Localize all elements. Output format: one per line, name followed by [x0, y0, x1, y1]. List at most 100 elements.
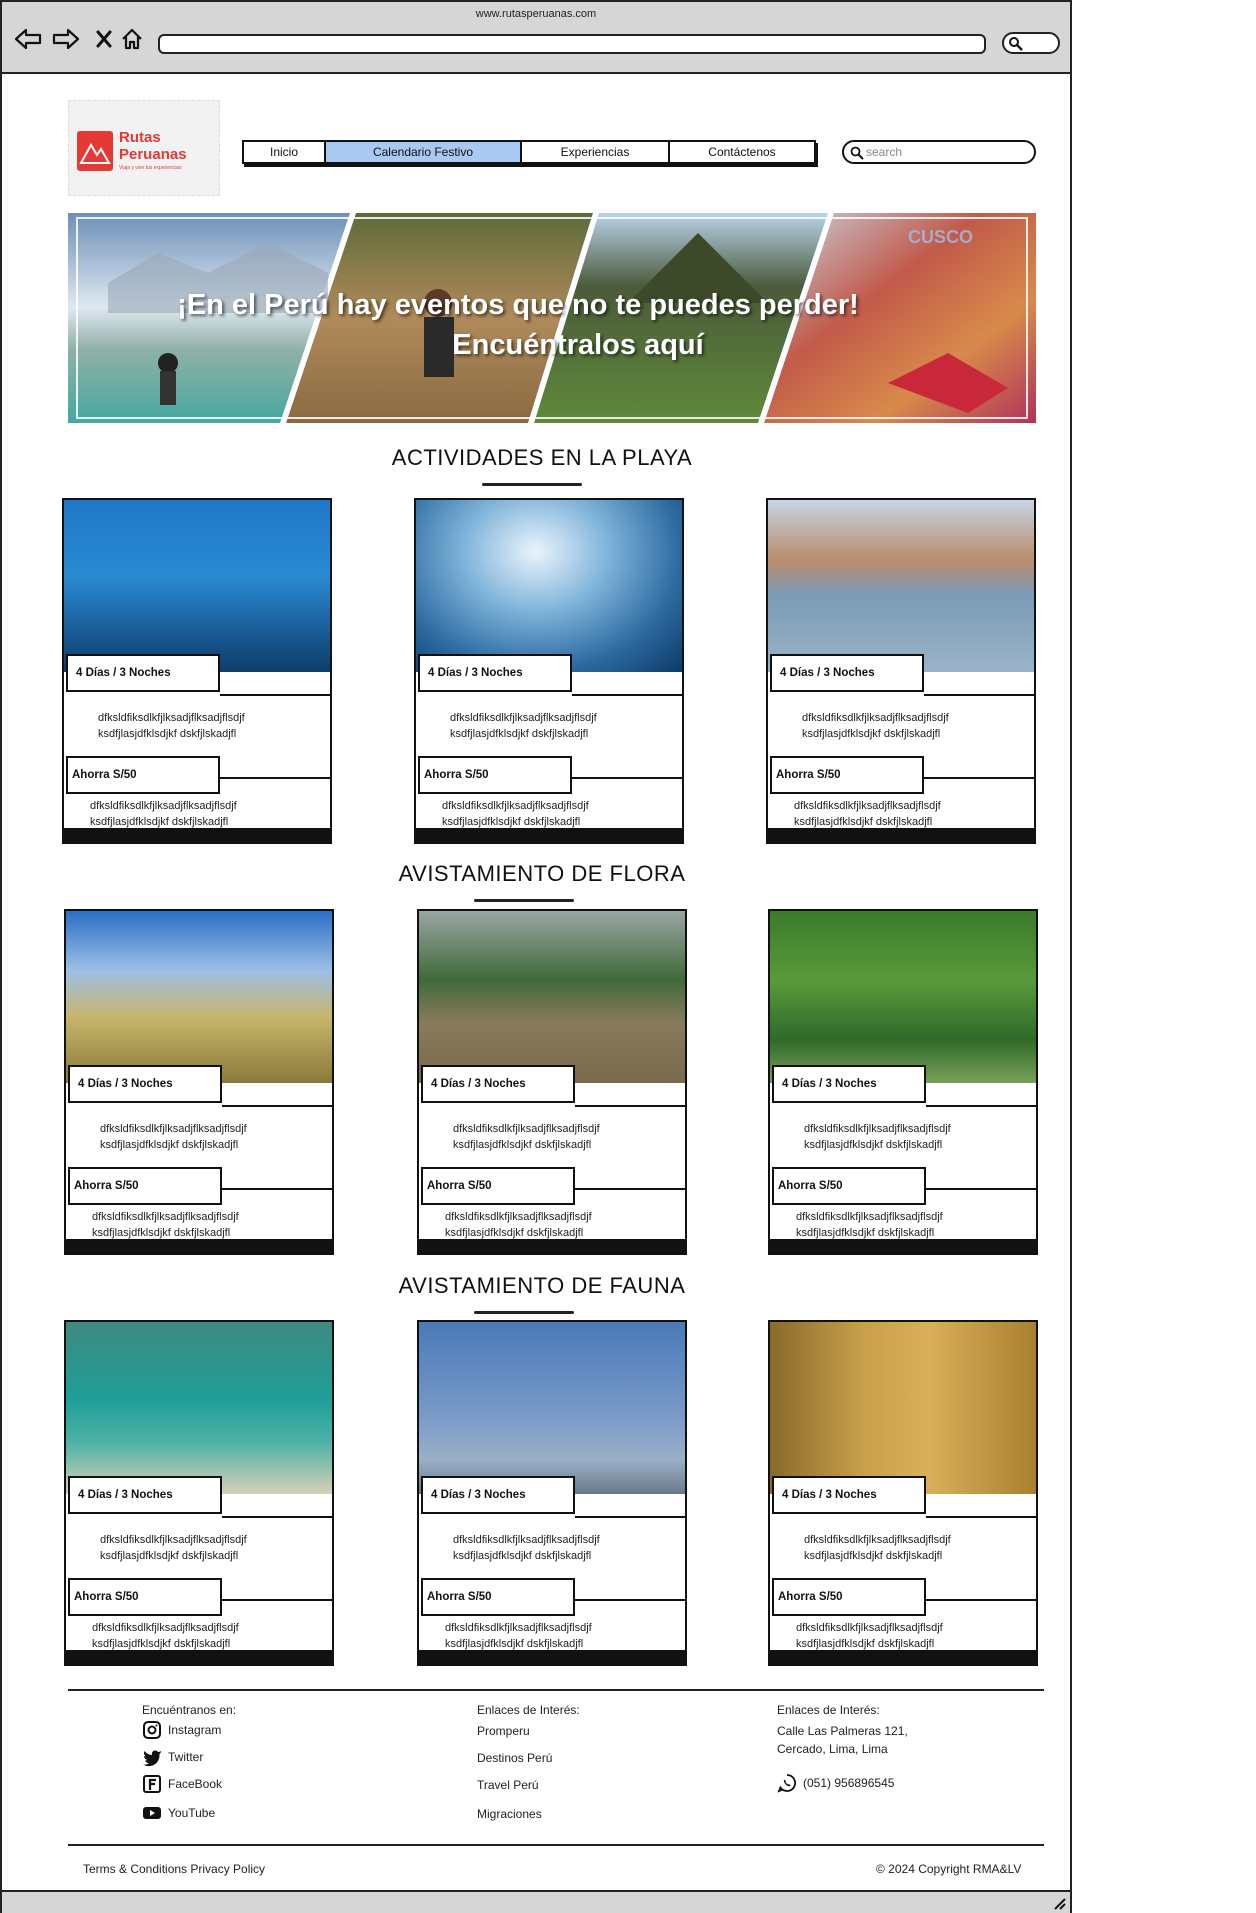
forward-arrow-icon[interactable]: [52, 26, 80, 52]
footer-terms-link[interactable]: Terms & Conditions Privacy Policy: [83, 1862, 266, 1876]
card-footer-bar: [419, 1650, 685, 1664]
tour-price-badge[interactable]: Ahorra S/50: [68, 1578, 222, 1616]
section-title-fauna: AVISTAMIENTO DE FAUNA: [398, 1273, 686, 1298]
tour-card-playa-1[interactable]: 4 Días / 3 Noches dfksldfiksdlkfjlksadjf…: [62, 498, 332, 844]
tour-description: dfksldfiksdlkfjlksadjflksadjflsdjf ksdfj…: [98, 712, 245, 740]
card-divider: [222, 1105, 332, 1107]
tour-price-badge[interactable]: Ahorra S/50: [770, 756, 924, 794]
home-icon[interactable]: [118, 26, 146, 52]
footer-link-destinos-peru[interactable]: Destinos Perú: [477, 1751, 553, 1765]
tour-duration-badge: 4 Días / 3 Noches: [68, 1476, 222, 1514]
tour-price-description: dfksldfiksdlkfjlksadjflksadjflsdjf ksdfj…: [794, 800, 941, 828]
tour-price-description: dfksldfiksdlkfjlksadjflksadjflsdjf ksdfj…: [796, 1211, 943, 1239]
footer-link-facebook[interactable]: FaceBook: [142, 1774, 222, 1794]
footer-address-line1: Calle Las Palmeras 121,: [777, 1724, 908, 1738]
tour-card-image[interactable]: [66, 911, 332, 1083]
card-footer-bar: [768, 828, 1034, 842]
tour-price-badge[interactable]: Ahorra S/50: [66, 756, 220, 794]
stop-x-icon[interactable]: [90, 26, 118, 52]
footer-divider-top: [68, 1689, 1044, 1691]
search-placeholder: search: [866, 145, 903, 159]
card-divider: [575, 1599, 685, 1601]
tour-card-image[interactable]: [770, 911, 1036, 1083]
tour-price-badge[interactable]: Ahorra S/50: [772, 1578, 926, 1616]
card-divider: [220, 777, 330, 779]
footer-link-twitter[interactable]: Twitter: [142, 1747, 203, 1767]
logo-mountain-icon: [77, 131, 113, 171]
hero-collage-image: [68, 213, 1036, 423]
hero-banner[interactable]: CUSCO ¡En el Perú hay eventos que no te …: [68, 213, 1036, 423]
card-divider: [575, 1188, 685, 1190]
card-footer-bar: [416, 828, 682, 842]
browser-search-button[interactable]: [1002, 32, 1060, 54]
card-footer-bar: [419, 1239, 685, 1253]
site-logo[interactable]: Rutas Peruanas Viaja y vive tus experien…: [68, 100, 220, 196]
card-divider: [222, 1188, 332, 1190]
card-divider: [222, 1599, 332, 1601]
tour-card-image[interactable]: [64, 500, 330, 672]
tour-card-image[interactable]: [66, 1322, 332, 1494]
nav-item-experiencias[interactable]: Experiencias: [522, 142, 670, 162]
tour-card-fauna-1[interactable]: 4 Días / 3 Noches dfksldfiksdlkfjlksadjf…: [64, 1320, 334, 1666]
tour-price-description: dfksldfiksdlkfjlksadjflksadjflsdjf ksdfj…: [92, 1211, 239, 1239]
tour-price-badge[interactable]: Ahorra S/50: [68, 1167, 222, 1205]
tour-description: dfksldfiksdlkfjlksadjflksadjflsdjf ksdfj…: [450, 712, 597, 740]
card-divider: [926, 1105, 1036, 1107]
tour-card-image[interactable]: [768, 500, 1034, 672]
tour-price-description: dfksldfiksdlkfjlksadjflksadjflsdjf ksdfj…: [442, 800, 589, 828]
tour-price-badge[interactable]: Ahorra S/50: [772, 1167, 926, 1205]
tour-price-description: dfksldfiksdlkfjlksadjflksadjflsdjf ksdfj…: [90, 800, 237, 828]
footer-social-heading: Encuéntranos en:: [142, 1703, 237, 1717]
tour-card-image[interactable]: [770, 1322, 1036, 1494]
logo-tagline: Viaja y vive tus experiencias: [119, 165, 182, 171]
tour-card-playa-2[interactable]: 4 Días / 3 Noches dfksldfiksdlkfjlksadjf…: [414, 498, 684, 844]
footer-link-promperu[interactable]: Promperu: [477, 1724, 530, 1738]
resize-handle-icon[interactable]: [1052, 1896, 1066, 1910]
tour-description: dfksldfiksdlkfjlksadjflksadjflsdjf ksdfj…: [804, 1123, 951, 1151]
address-bar[interactable]: [158, 34, 986, 54]
tour-price-badge[interactable]: Ahorra S/50: [418, 756, 572, 794]
youtube-icon: [143, 1807, 161, 1819]
tour-price-badge[interactable]: Ahorra S/50: [421, 1167, 575, 1205]
footer-link-travel-peru[interactable]: Travel Perú: [477, 1778, 539, 1792]
tour-description: dfksldfiksdlkfjlksadjflksadjflsdjf ksdfj…: [802, 712, 949, 740]
tour-card-fauna-3[interactable]: 4 Días / 3 Noches dfksldfiksdlkfjlksadjf…: [768, 1320, 1038, 1666]
tour-card-image[interactable]: [419, 1322, 685, 1494]
tour-description: dfksldfiksdlkfjlksadjflksadjflsdjf ksdfj…: [804, 1534, 951, 1562]
card-divider: [926, 1599, 1036, 1601]
tour-price-badge[interactable]: Ahorra S/50: [421, 1578, 575, 1616]
tour-card-flora-3[interactable]: 4 Días / 3 Noches dfksldfiksdlkfjlksadjf…: [768, 909, 1038, 1255]
tour-card-playa-3[interactable]: 4 Días / 3 Noches dfksldfiksdlkfjlksadjf…: [766, 498, 1036, 844]
card-divider: [572, 694, 682, 696]
nav-item-contactenos[interactable]: Contáctenos: [670, 142, 814, 162]
tour-card-flora-2[interactable]: 4 Días / 3 Noches dfksldfiksdlkfjlksadjf…: [417, 909, 687, 1255]
logo-title: Rutas Peruanas: [119, 129, 187, 163]
footer-link-migraciones[interactable]: Migraciones: [477, 1807, 542, 1821]
browser-chrome: www.rutasperuanas.com: [2, 2, 1070, 74]
tour-card-fauna-2[interactable]: 4 Días / 3 Noches dfksldfiksdlkfjlksadjf…: [417, 1320, 687, 1666]
tour-card-image[interactable]: [419, 911, 685, 1083]
site-search-input[interactable]: search: [842, 140, 1036, 164]
tour-duration-badge: 4 Días / 3 Noches: [421, 1476, 575, 1514]
footer-link-instagram[interactable]: Instagram: [142, 1720, 221, 1740]
tour-card-flora-1[interactable]: 4 Días / 3 Noches dfksldfiksdlkfjlksadjf…: [64, 909, 334, 1255]
tour-duration-badge: 4 Días / 3 Noches: [770, 654, 924, 692]
footer-divider-bottom: [68, 1844, 1044, 1846]
tour-price-description: dfksldfiksdlkfjlksadjflksadjflsdjf ksdfj…: [445, 1622, 592, 1650]
footer-address-line2: Cercado, Lima, Lima: [777, 1742, 888, 1756]
footer-link-youtube[interactable]: YouTube: [142, 1803, 215, 1823]
footer-interest-heading: Enlaces de Interés:: [477, 1703, 580, 1717]
card-footer-bar: [770, 1650, 1036, 1664]
section-underline: [474, 899, 574, 902]
hero-headline: ¡En el Perú hay eventos que no te puedes…: [177, 289, 859, 361]
tour-card-image[interactable]: [416, 500, 682, 672]
tour-duration-badge: 4 Días / 3 Noches: [68, 1065, 222, 1103]
back-arrow-icon[interactable]: [14, 26, 42, 52]
footer-phone[interactable]: (051) 956896545: [777, 1773, 894, 1793]
nav-item-inicio[interactable]: Inicio: [244, 142, 326, 162]
card-divider: [575, 1105, 685, 1107]
browser-status-bar: [2, 1890, 1070, 1913]
card-divider: [926, 1188, 1036, 1190]
nav-item-calendario-festivo[interactable]: Calendario Festivo: [326, 142, 522, 162]
card-divider: [924, 694, 1034, 696]
